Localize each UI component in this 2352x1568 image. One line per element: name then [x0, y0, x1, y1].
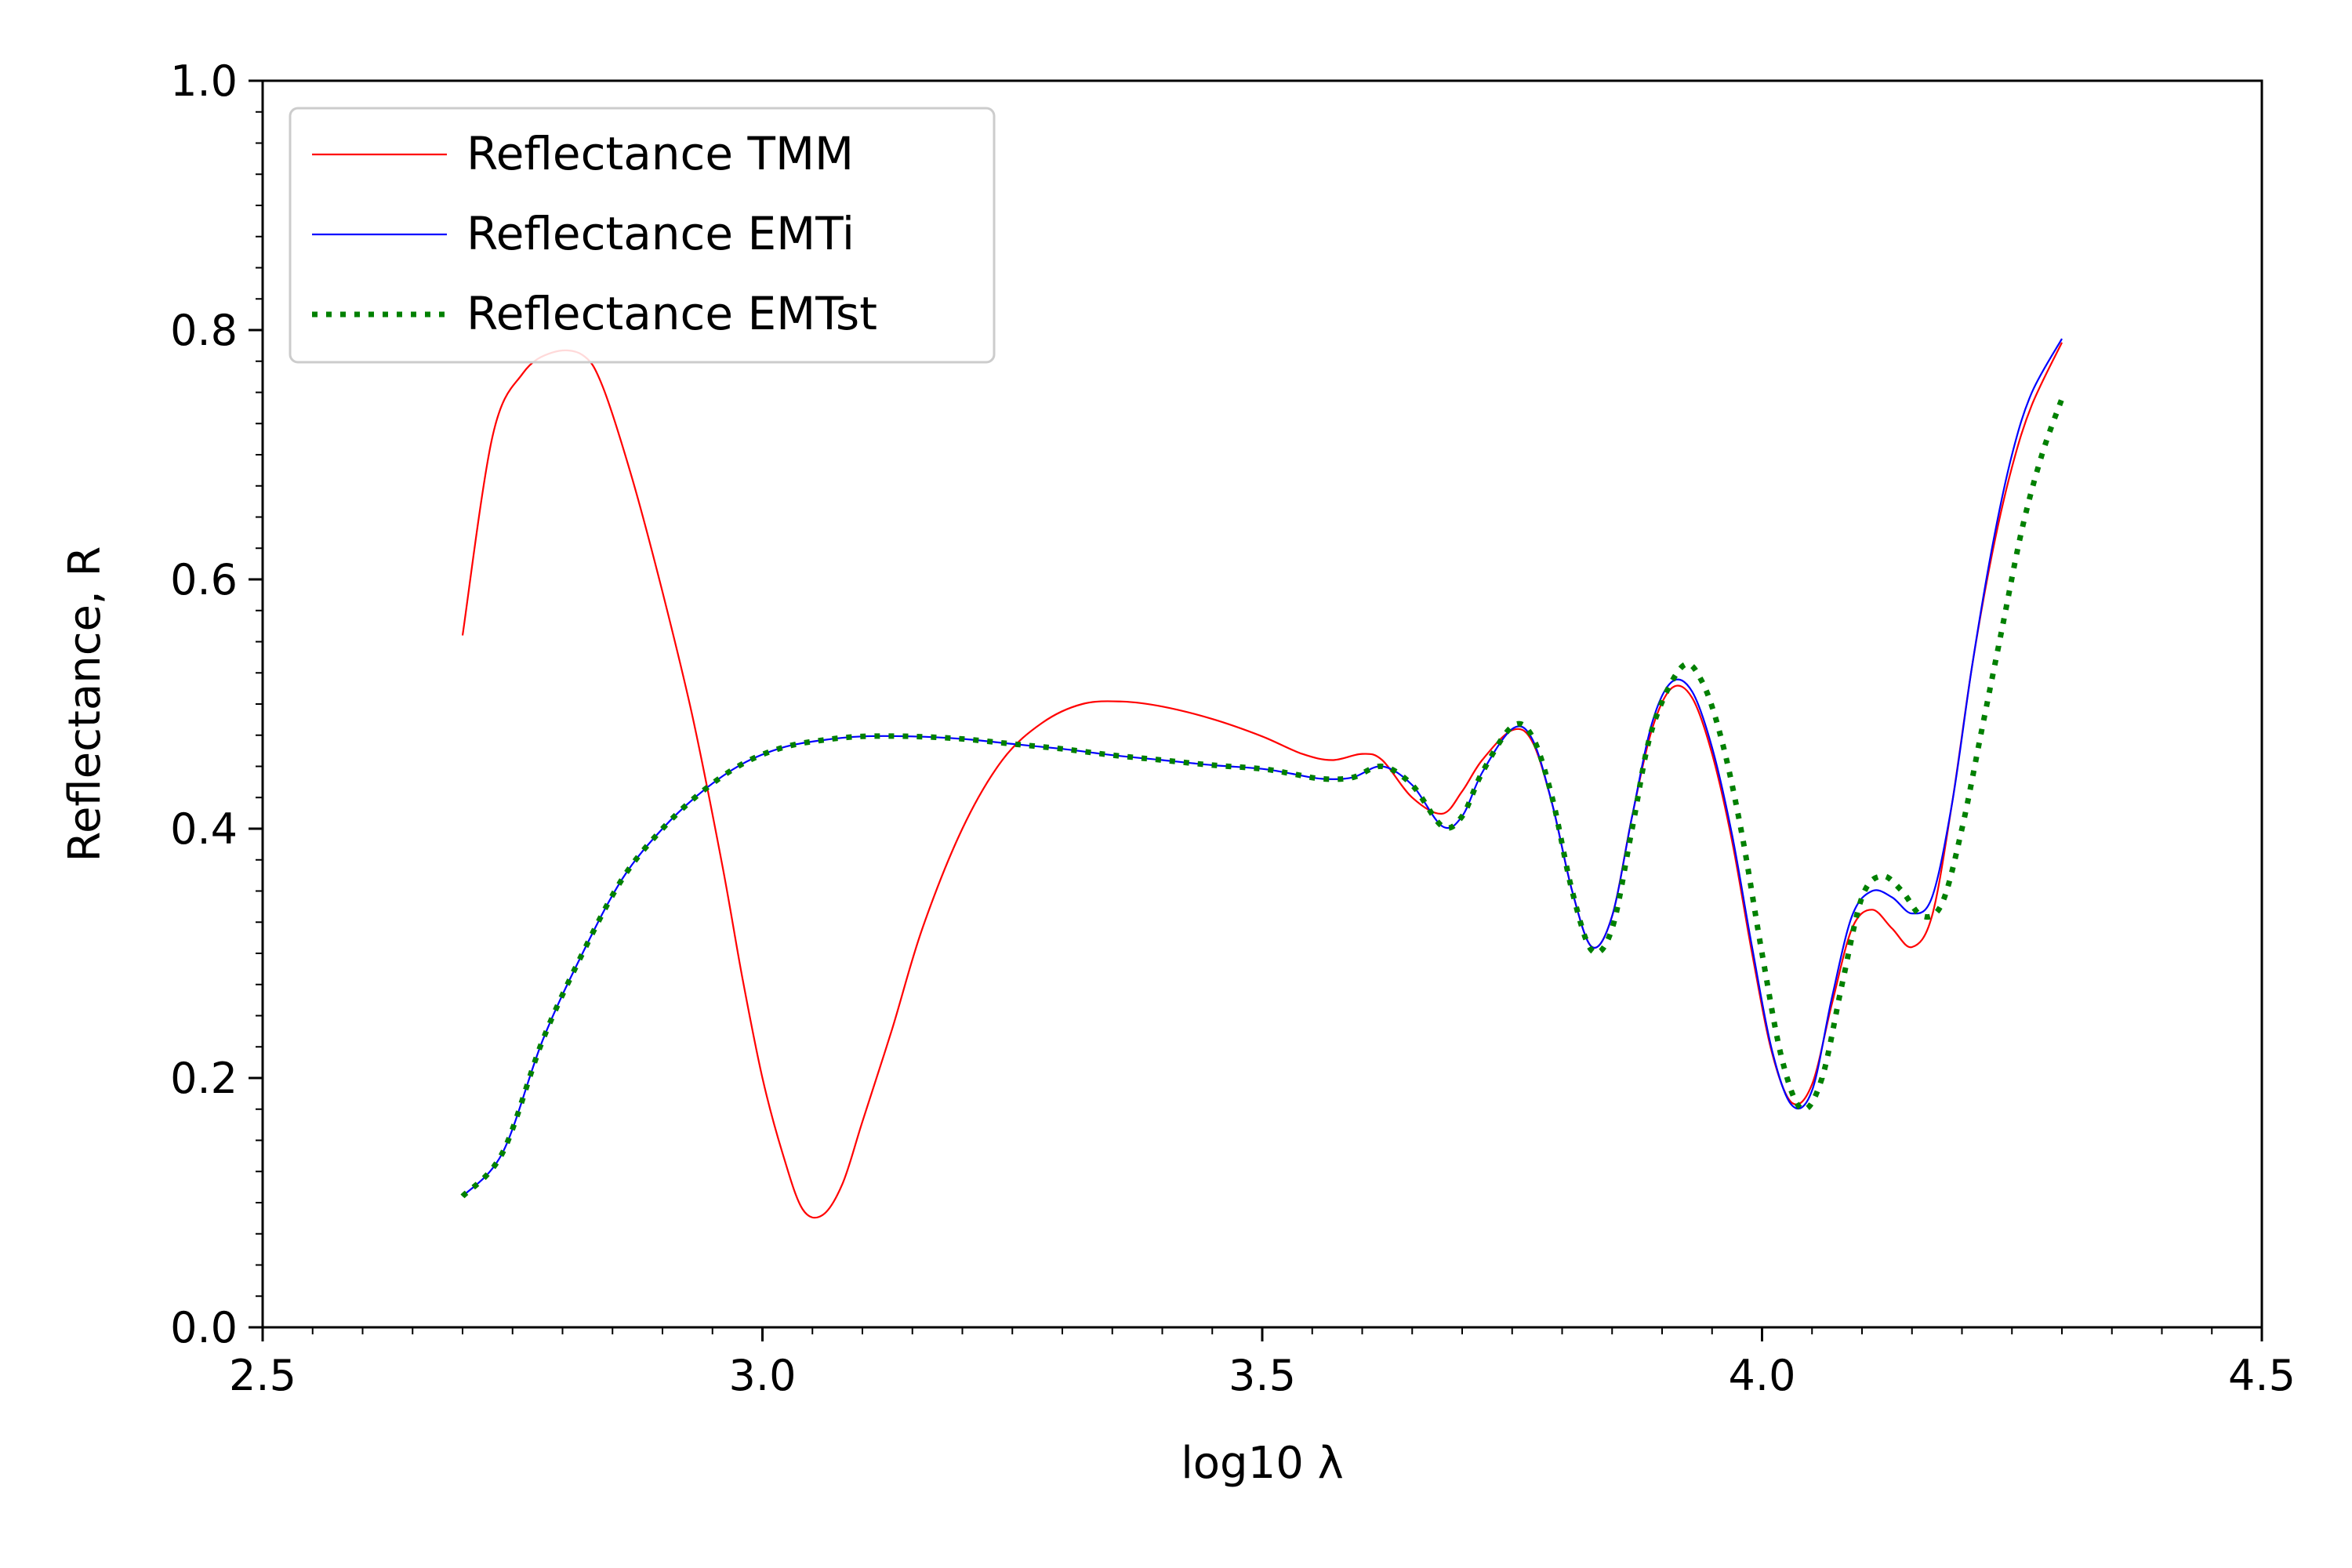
x-tick-label: 3.0: [729, 1351, 797, 1400]
legend-box: [289, 107, 996, 364]
y-axis: 0.0 0.2 0.4 0.6 0.8 1.0: [170, 56, 263, 1352]
legend-label-reflectance-tmm: Reflectance TMM: [466, 127, 854, 180]
x-tick-label: 4.5: [2228, 1351, 2296, 1400]
series-line-reflectance-tmm: [461, 342, 2063, 1219]
legend-label-reflectance-emtst: Reflectance EMTst: [466, 287, 877, 340]
series-line-reflectance-emtst: [460, 397, 2065, 1199]
y-tick-label: 0.2: [170, 1054, 238, 1103]
y-tick-label: 0.8: [170, 306, 238, 355]
y-tick-label: 1.0: [170, 56, 238, 106]
y-tick-label: 0.0: [170, 1303, 238, 1352]
legend: Reflectance TMM Reflectance EMTi Reflectan…: [289, 107, 996, 364]
y-tick-label: 0.4: [170, 804, 238, 854]
plot-series-group: [460, 338, 2065, 1219]
legend-label-reflectance-emti: Reflectance EMTi: [466, 207, 855, 260]
x-tick-label: 3.5: [1229, 1351, 1296, 1400]
y-tick-label: 0.6: [170, 555, 238, 604]
y-axis-label: Reflectance, R: [60, 546, 111, 862]
x-tick-label: 4.0: [1729, 1351, 1796, 1400]
x-axis: 2.5 3.0 3.5 4.0 4.5: [229, 1327, 2296, 1400]
x-axis-label: log10 λ: [1181, 1438, 1344, 1489]
x-tick-label: 2.5: [229, 1351, 296, 1400]
